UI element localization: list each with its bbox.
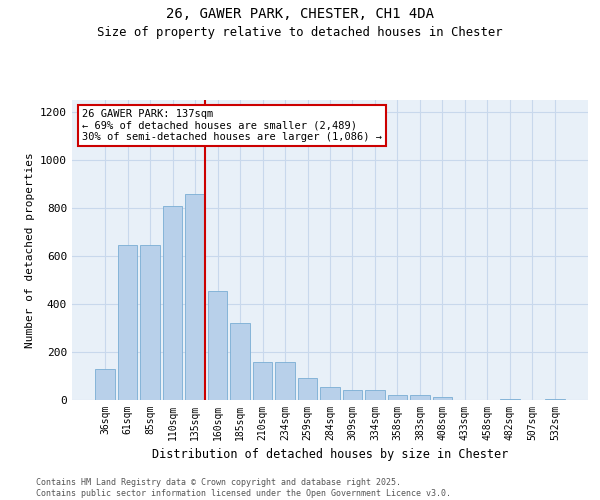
Bar [500,399,520,400]
Bar [545,399,565,400]
Bar [433,397,452,400]
X-axis label: Distribution of detached houses by size in Chester: Distribution of detached houses by size … [152,448,508,462]
Bar [185,194,205,400]
Bar [320,387,340,400]
Bar [365,390,385,400]
Bar [253,362,272,400]
Bar [388,395,407,400]
Bar [298,378,317,400]
Text: 26 GAWER PARK: 137sqm
← 69% of detached houses are smaller (2,489)
30% of semi-d: 26 GAWER PARK: 137sqm ← 69% of detached … [82,109,382,142]
Y-axis label: Number of detached properties: Number of detached properties [25,152,35,348]
Bar [230,323,250,400]
Bar [410,395,430,400]
Bar [95,369,115,400]
Bar [163,206,182,400]
Bar [118,245,137,400]
Bar [343,390,362,400]
Text: Contains HM Land Registry data © Crown copyright and database right 2025.
Contai: Contains HM Land Registry data © Crown c… [36,478,451,498]
Bar [208,291,227,400]
Bar [140,245,160,400]
Bar [275,362,295,400]
Text: Size of property relative to detached houses in Chester: Size of property relative to detached ho… [97,26,503,39]
Text: 26, GAWER PARK, CHESTER, CH1 4DA: 26, GAWER PARK, CHESTER, CH1 4DA [166,8,434,22]
